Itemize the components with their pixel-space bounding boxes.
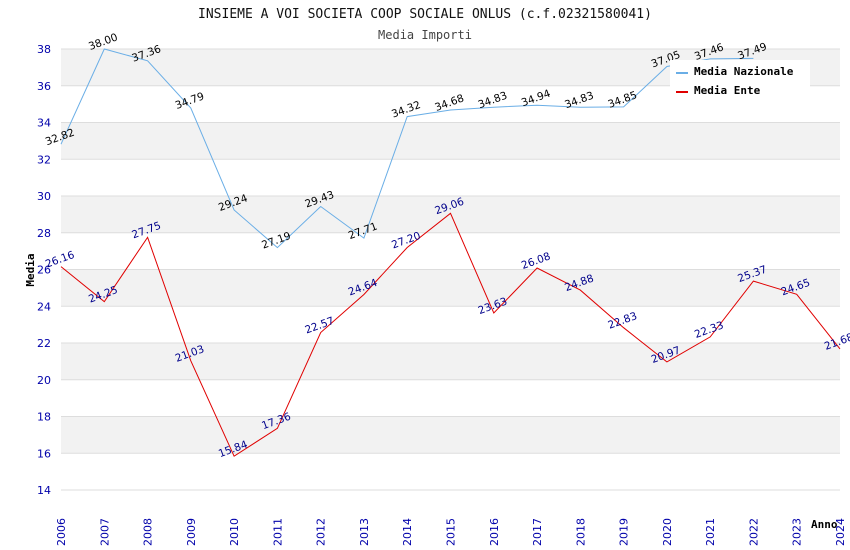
x-tick-label: 2015 bbox=[445, 518, 458, 546]
series-line-0 bbox=[60, 48, 754, 249]
x-tick-label: 2012 bbox=[315, 518, 328, 546]
y-tick-label: 34 bbox=[37, 117, 51, 130]
grid-bands bbox=[61, 48, 840, 491]
y-tick-label: 24 bbox=[37, 300, 51, 313]
x-tick-label: 2008 bbox=[142, 518, 155, 546]
series-line-1 bbox=[60, 212, 841, 457]
legend-box bbox=[670, 60, 810, 100]
x-tick-label: 2019 bbox=[618, 518, 631, 546]
x-tick-label: 2009 bbox=[185, 518, 198, 546]
x-tick-label: 2023 bbox=[791, 518, 804, 546]
x-tick-label: 2014 bbox=[401, 518, 414, 546]
legend: Media Nazionale Media Ente bbox=[670, 60, 810, 100]
y-axis-ticks: 14 16 18 20 22 24 26 28 30 32 34 36 38 bbox=[37, 43, 51, 497]
y-tick-label: 22 bbox=[37, 337, 51, 350]
x-tick-label: 2006 bbox=[55, 518, 68, 546]
x-tick-label: 2024 bbox=[834, 518, 847, 546]
x-axis-ticks: 2006 2007 2008 2009 2010 2011 2012 2013 2014 2015… bbox=[55, 518, 847, 546]
grid-band bbox=[61, 416, 840, 454]
y-tick-label: 30 bbox=[37, 190, 51, 203]
x-tick-label: 2011 bbox=[271, 518, 284, 546]
y-tick-label: 20 bbox=[37, 374, 51, 387]
grid-band bbox=[61, 453, 840, 490]
x-tick-label: 2010 bbox=[228, 518, 241, 546]
y-tick-label: 14 bbox=[37, 484, 51, 497]
grid-band bbox=[61, 122, 840, 160]
y-tick-label: 38 bbox=[37, 43, 51, 56]
grid-band bbox=[61, 232, 840, 270]
x-tick-label: 2022 bbox=[747, 518, 760, 546]
grid-band bbox=[61, 269, 840, 307]
legend-label-nazionale: Media Nazionale bbox=[694, 65, 794, 78]
x-tick-label: 2007 bbox=[98, 518, 111, 546]
y-tick-label: 18 bbox=[37, 411, 51, 424]
y-tick-label: 28 bbox=[37, 227, 51, 240]
x-tick-label: 2018 bbox=[574, 518, 587, 546]
y-axis-label: Media bbox=[24, 253, 37, 286]
x-tick-label: 2017 bbox=[531, 518, 544, 546]
x-tick-label: 2021 bbox=[704, 518, 717, 546]
grid-band bbox=[61, 159, 840, 196]
y-tick-label: 26 bbox=[37, 264, 51, 277]
chart-title: INSIEME A VOI SOCIETA COOP SOCIALE ONLUS… bbox=[198, 7, 652, 22]
series-lines bbox=[60, 48, 841, 457]
y-tick-label: 16 bbox=[37, 447, 51, 460]
x-axis-label: Anno bbox=[811, 518, 838, 531]
grid-band bbox=[61, 379, 840, 417]
legend-label-ente: Media Ente bbox=[694, 84, 761, 97]
x-tick-label: 2020 bbox=[661, 518, 674, 546]
chart-subtitle: Media Importi bbox=[378, 28, 472, 42]
x-tick-label: 2016 bbox=[488, 518, 501, 546]
x-tick-label: 2013 bbox=[358, 518, 371, 546]
y-tick-label: 32 bbox=[37, 153, 51, 166]
y-tick-label: 36 bbox=[37, 80, 51, 93]
